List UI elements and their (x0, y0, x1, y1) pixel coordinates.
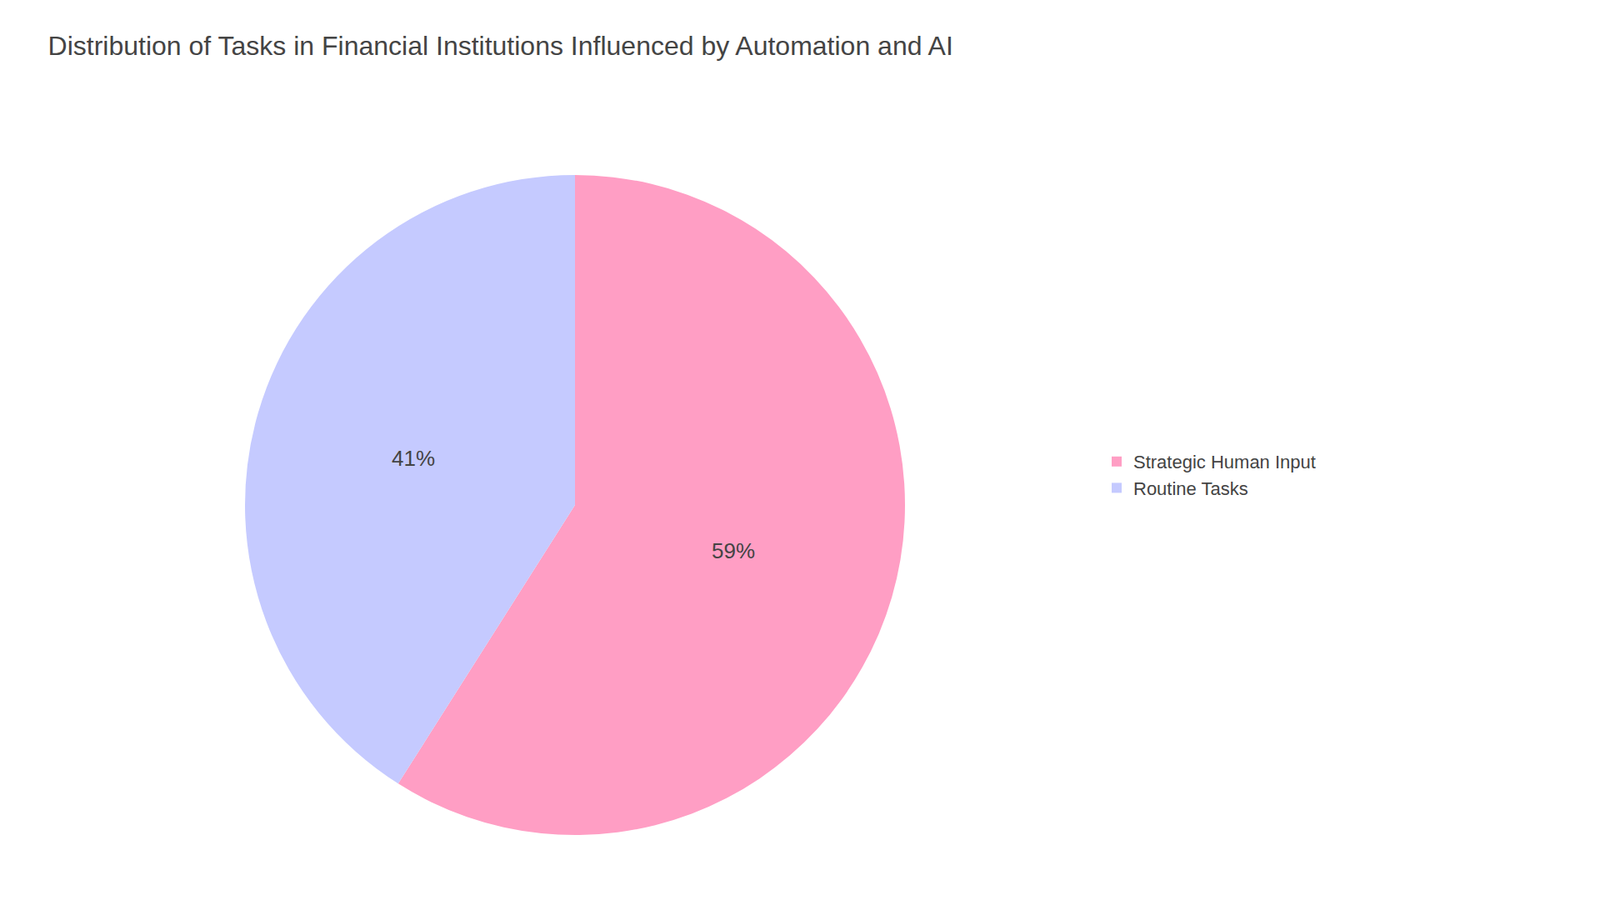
svg-text:59%: 59% (711, 538, 755, 564)
svg-text:Distribution of Tasks in Finan: Distribution of Tasks in Financial Insti… (48, 30, 954, 61)
svg-text:41%: 41% (391, 445, 435, 471)
svg-text:Strategic Human Input: Strategic Human Input (1133, 451, 1316, 473)
svg-text:Routine Tasks: Routine Tasks (1133, 478, 1249, 500)
